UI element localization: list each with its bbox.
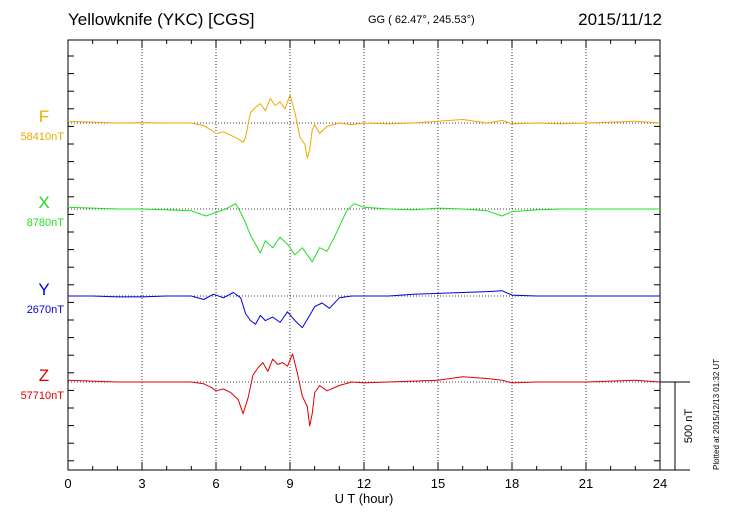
x-tick-label: 15 — [431, 476, 445, 491]
baseline-value-x: 8780nT — [27, 217, 65, 229]
trace-z — [67, 353, 661, 427]
x-tick-label: 9 — [286, 476, 293, 491]
x-tick-label: 3 — [138, 476, 145, 491]
x-tick-label: 0 — [64, 476, 71, 491]
trace-x — [67, 203, 660, 263]
baseline-value-f: 58410nT — [21, 131, 65, 143]
x-tick-label: 24 — [653, 476, 667, 491]
scale-bar-label: 500 nT — [683, 409, 695, 444]
x-tick-label: 12 — [357, 476, 371, 491]
plot-frame — [67, 39, 661, 471]
x-tick-label: 21 — [579, 476, 593, 491]
coordinates-label: GG ( 62.47°, 245.53°) — [368, 14, 475, 26]
date-label: 2015/11/12 — [578, 10, 662, 29]
trace-f — [67, 94, 661, 159]
baseline-value-y: 2670nT — [27, 304, 65, 316]
x-tick-label: 6 — [212, 476, 219, 491]
station-title: Yellowknife (YKC) [CGS] — [68, 10, 255, 29]
plotted-timestamp: Plotted at 2015/12/13 01:32 UT — [712, 358, 721, 470]
component-label-f: F — [39, 107, 49, 126]
component-label-z: Z — [39, 366, 49, 385]
x-axis-label: U T (hour) — [335, 491, 394, 506]
component-label-x: X — [38, 193, 49, 212]
baseline-value-z: 57710nT — [21, 390, 65, 402]
component-label-y: Y — [38, 280, 49, 299]
trace-y — [68, 290, 660, 329]
x-tick-label: 18 — [505, 476, 519, 491]
